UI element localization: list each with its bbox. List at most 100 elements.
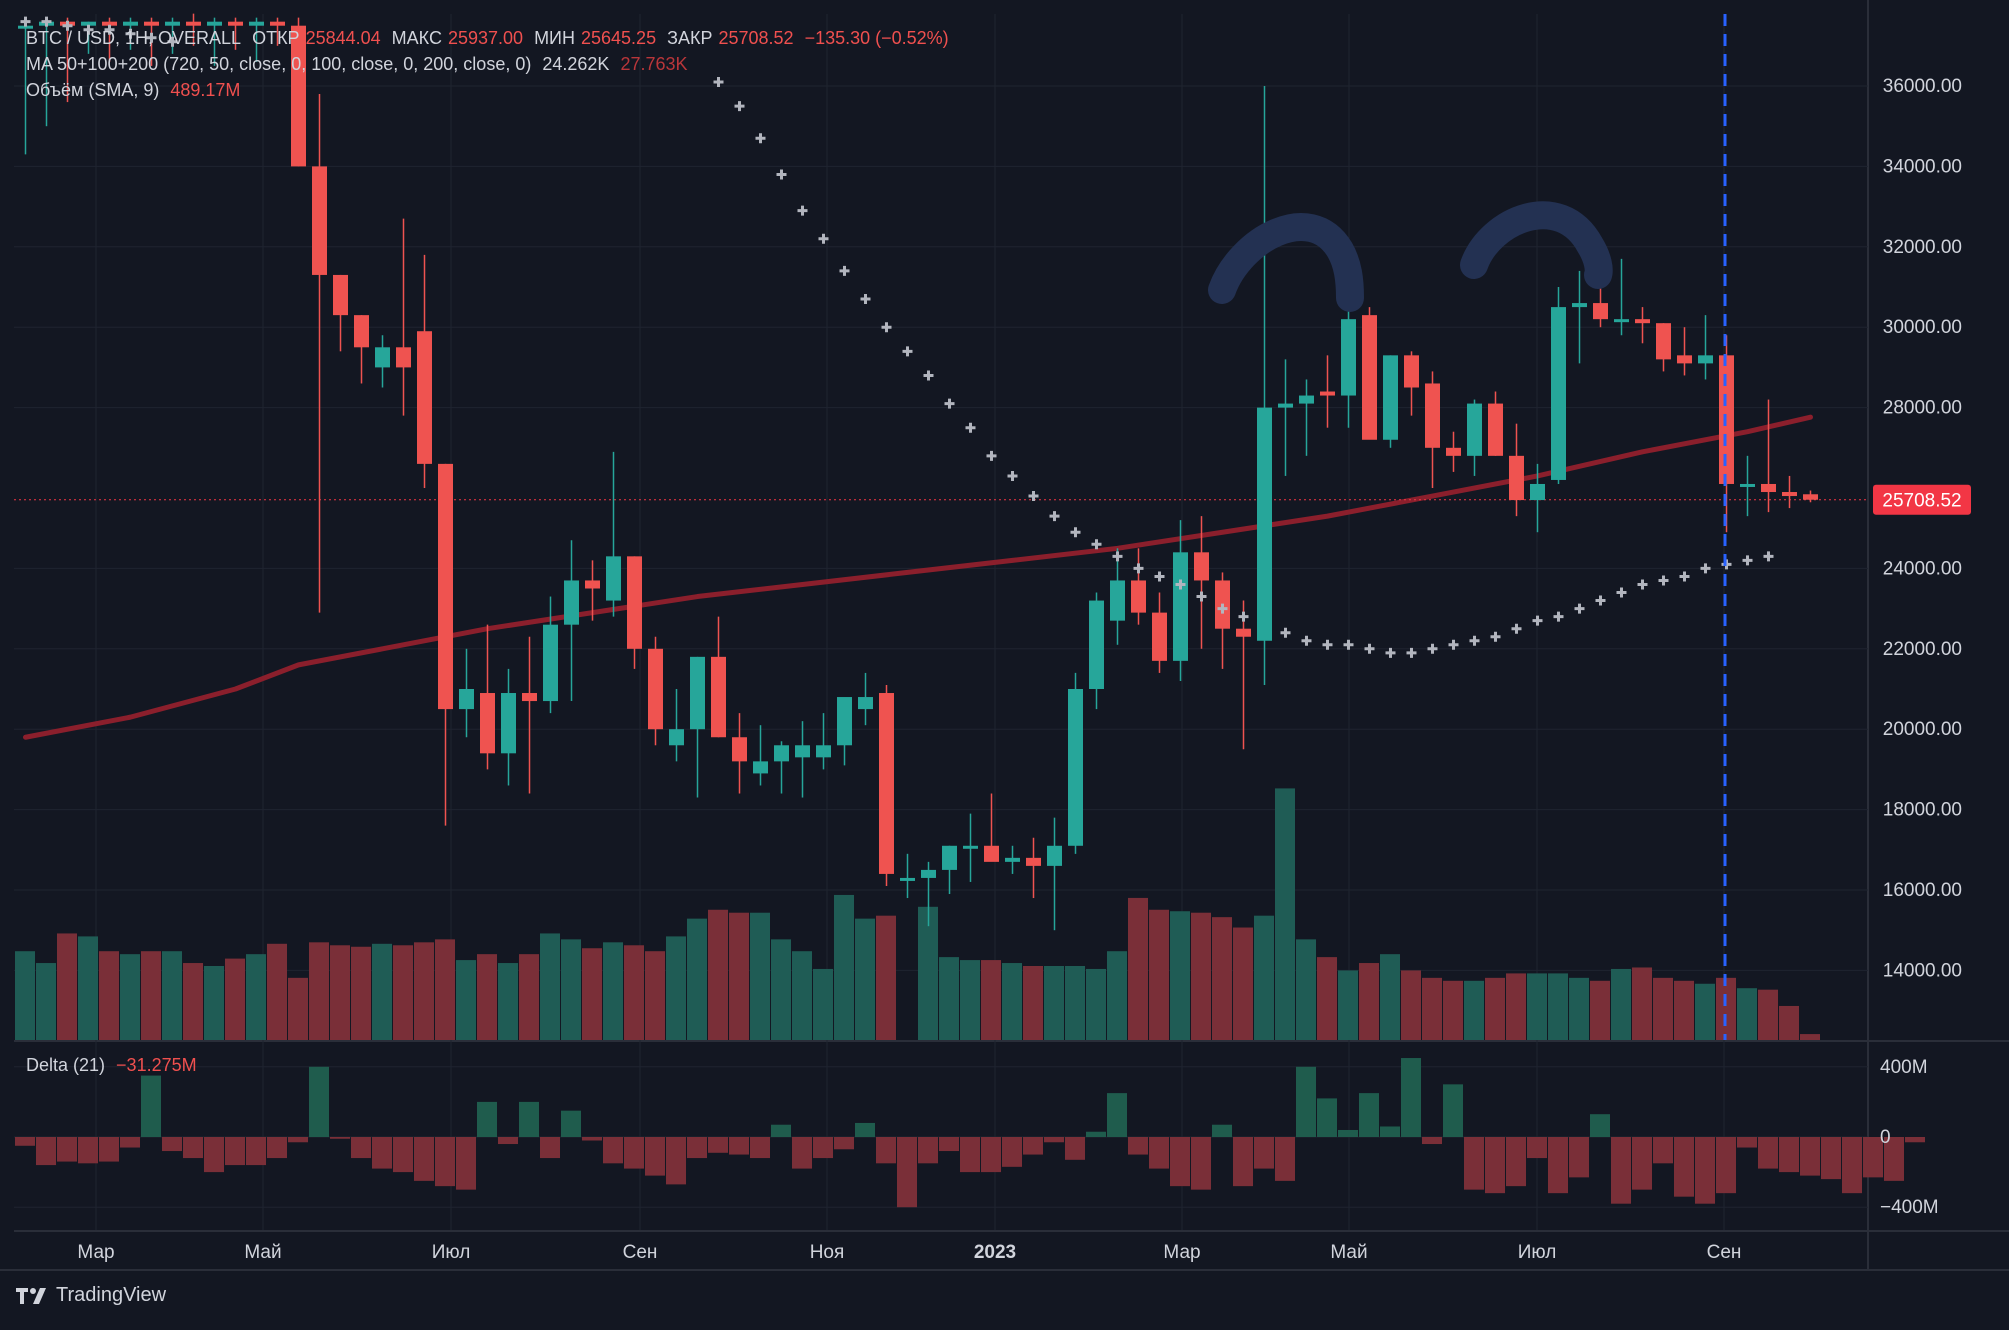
delta-bar bbox=[1044, 1137, 1064, 1143]
candle-body bbox=[480, 693, 495, 754]
delta-bar bbox=[1800, 1137, 1820, 1176]
last-price-label: 25708.52 bbox=[1882, 491, 1961, 512]
delta-bar bbox=[708, 1137, 728, 1153]
price-tick-label: 32000.00 bbox=[1883, 237, 1962, 258]
delta-bar bbox=[1506, 1137, 1526, 1187]
delta-bar bbox=[1002, 1137, 1022, 1167]
time-tick-label: Сен bbox=[1707, 1242, 1742, 1263]
candle-body bbox=[186, 21, 201, 26]
sar-marker bbox=[1343, 639, 1354, 650]
volume-bar bbox=[1065, 966, 1085, 1040]
delta-bar bbox=[1107, 1093, 1127, 1137]
drawing-arcs[interactable] bbox=[1208, 14, 1727, 1040]
volume-bar bbox=[309, 942, 329, 1040]
candle-body bbox=[522, 693, 537, 702]
footer-brand[interactable]: TradingView bbox=[16, 1284, 166, 1307]
candle-body bbox=[249, 21, 264, 26]
ma-label[interactable]: MA 50+100+200 (720, 50, close, 0, 100, c… bbox=[26, 54, 532, 74]
price-tick-label: 34000.00 bbox=[1883, 156, 1962, 177]
candle-body bbox=[1341, 319, 1356, 396]
volume-bar bbox=[15, 951, 35, 1040]
time-tick-label: Июл bbox=[1518, 1242, 1557, 1263]
sar-marker bbox=[1553, 611, 1564, 622]
delta-bar bbox=[603, 1137, 623, 1164]
volume-bar bbox=[939, 957, 959, 1040]
candle-body bbox=[795, 745, 810, 758]
delta-bar bbox=[750, 1137, 770, 1159]
volume-bar bbox=[162, 951, 182, 1040]
volume-bar bbox=[1569, 977, 1589, 1040]
volume-label[interactable]: Объём (SMA, 9) bbox=[26, 80, 160, 100]
candle-body bbox=[1656, 323, 1671, 360]
arc-drawing-right bbox=[1460, 201, 1613, 289]
brand-name: TradingView bbox=[56, 1284, 167, 1306]
volume-bar bbox=[603, 942, 623, 1040]
sar-marker bbox=[713, 76, 724, 87]
delta-bar bbox=[1590, 1114, 1610, 1137]
candle-body bbox=[1488, 403, 1503, 456]
price-tick-label: 22000.00 bbox=[1883, 639, 1962, 660]
volume-bar bbox=[78, 936, 98, 1040]
ma-line bbox=[23, 414, 1813, 740]
delta-bar bbox=[1422, 1137, 1442, 1145]
candlesticks bbox=[18, 13, 1818, 931]
delta-bar bbox=[1611, 1137, 1631, 1204]
candle-body bbox=[585, 580, 600, 589]
sar-marker bbox=[1322, 639, 1333, 650]
candle-body bbox=[18, 25, 33, 29]
sar-marker bbox=[923, 370, 934, 381]
volume-bar bbox=[1695, 983, 1715, 1040]
delta-bar bbox=[624, 1137, 644, 1169]
candle-body bbox=[1089, 600, 1104, 689]
candle-body bbox=[732, 737, 747, 762]
volume-bar bbox=[1254, 915, 1274, 1040]
delta-bar bbox=[918, 1137, 938, 1164]
high-label: МАКС bbox=[391, 28, 442, 48]
delta-bar bbox=[414, 1137, 434, 1181]
price-tick-label: 30000.00 bbox=[1883, 317, 1962, 338]
time-tick-label: Июл bbox=[432, 1242, 471, 1263]
volume-bar bbox=[1506, 973, 1526, 1040]
sar-marker bbox=[1364, 643, 1375, 654]
candle-body bbox=[102, 21, 117, 26]
volume-bar bbox=[666, 936, 686, 1040]
open-value: 25844.04 bbox=[305, 28, 381, 48]
delta-bar bbox=[960, 1137, 980, 1173]
low-label: МИН bbox=[534, 28, 575, 48]
delta-bar bbox=[267, 1137, 287, 1159]
delta-bar bbox=[498, 1137, 518, 1145]
volume-bar bbox=[1443, 980, 1463, 1040]
sar-marker bbox=[167, 36, 178, 47]
open-label: ОТКР bbox=[252, 28, 300, 48]
volume-bar bbox=[645, 951, 665, 1040]
delta-bar bbox=[1443, 1084, 1463, 1137]
candle-body bbox=[1026, 857, 1041, 866]
sar-marker bbox=[1742, 555, 1753, 566]
symbol-title[interactable]: BTC / USD, 1H, OVERALL bbox=[26, 28, 242, 48]
delta-bar bbox=[99, 1137, 119, 1162]
volume-bar bbox=[498, 963, 518, 1040]
delta-histogram bbox=[15, 1058, 1925, 1208]
sar-marker bbox=[1175, 579, 1186, 590]
sar-marker bbox=[1658, 575, 1669, 586]
delta-bar bbox=[1149, 1137, 1169, 1169]
sar-marker bbox=[1301, 635, 1312, 646]
volume-bar bbox=[204, 966, 224, 1040]
delta-bar bbox=[540, 1137, 560, 1159]
change-value: −135.30 (−0.52%) bbox=[804, 28, 949, 48]
volume-bar bbox=[792, 951, 812, 1040]
candle-body bbox=[900, 877, 915, 881]
candle-body bbox=[207, 21, 222, 26]
sar-markers bbox=[20, 16, 1774, 658]
time-tick-label: Мар bbox=[1163, 1242, 1200, 1263]
candle-body bbox=[1194, 552, 1209, 581]
candle-body bbox=[1383, 355, 1398, 440]
delta-bar bbox=[1128, 1137, 1148, 1155]
delta-bar bbox=[1086, 1131, 1106, 1137]
delta-label[interactable]: Delta (21) bbox=[26, 1055, 106, 1075]
volume-bar bbox=[1779, 1005, 1799, 1040]
candle-body bbox=[1068, 689, 1083, 846]
candle-body bbox=[963, 845, 978, 849]
